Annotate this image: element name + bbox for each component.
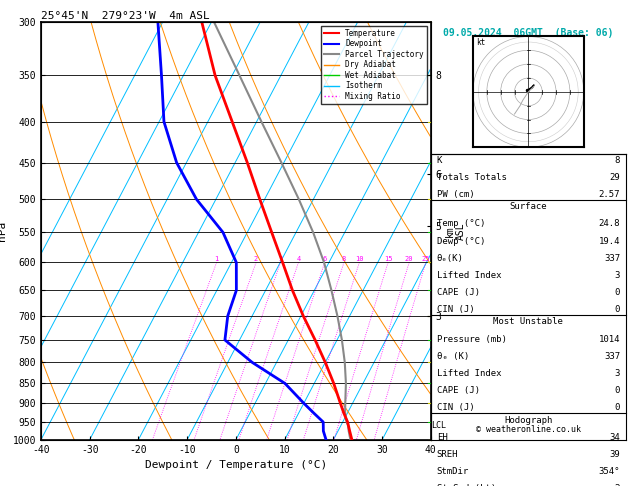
Text: StmSpd (kt): StmSpd (kt)	[437, 484, 496, 486]
Text: PW (cm): PW (cm)	[437, 190, 474, 199]
Legend: Temperature, Dewpoint, Parcel Trajectory, Dry Adiabat, Wet Adiabat, Isotherm, Mi: Temperature, Dewpoint, Parcel Trajectory…	[321, 26, 427, 104]
Text: Lifted Index: Lifted Index	[437, 271, 501, 280]
Text: 2: 2	[615, 484, 620, 486]
Text: 29: 29	[610, 173, 620, 182]
Text: © weatheronline.co.uk: © weatheronline.co.uk	[476, 425, 581, 434]
Text: 24.8: 24.8	[599, 219, 620, 228]
Text: 19.4: 19.4	[599, 237, 620, 245]
Text: 1014: 1014	[599, 334, 620, 344]
Text: 2.57: 2.57	[599, 190, 620, 199]
Text: 15: 15	[384, 257, 392, 262]
Text: 337: 337	[604, 254, 620, 262]
Text: CIN (J): CIN (J)	[437, 305, 474, 314]
Text: CAPE (J): CAPE (J)	[437, 386, 480, 395]
Text: 10: 10	[355, 257, 364, 262]
Text: 3: 3	[279, 257, 282, 262]
Text: θₑ (K): θₑ (K)	[437, 352, 469, 361]
Text: 3: 3	[615, 271, 620, 280]
Text: Hodograph: Hodograph	[504, 416, 552, 424]
Text: Surface: Surface	[509, 202, 547, 211]
Text: 354°: 354°	[599, 467, 620, 476]
Text: 20: 20	[405, 257, 413, 262]
Text: LCL: LCL	[431, 421, 446, 430]
Text: 0: 0	[615, 403, 620, 412]
Text: Dewp (°C): Dewp (°C)	[437, 237, 485, 245]
Y-axis label: km
ASL: km ASL	[444, 222, 466, 240]
Text: 2: 2	[254, 257, 258, 262]
Text: 0: 0	[615, 305, 620, 314]
Text: 3: 3	[615, 369, 620, 378]
Text: 39: 39	[610, 450, 620, 459]
Text: Temp (°C): Temp (°C)	[437, 219, 485, 228]
Text: Pressure (mb): Pressure (mb)	[437, 334, 506, 344]
Text: CAPE (J): CAPE (J)	[437, 288, 480, 297]
Text: EH: EH	[437, 433, 447, 442]
Text: StmDir: StmDir	[437, 467, 469, 476]
Text: K: K	[437, 156, 442, 165]
Text: 09.05.2024  06GMT  (Base: 06): 09.05.2024 06GMT (Base: 06)	[443, 28, 613, 38]
Text: 1: 1	[214, 257, 219, 262]
Text: 25°45'N  279°23'W  4m ASL: 25°45'N 279°23'W 4m ASL	[41, 11, 209, 21]
X-axis label: Dewpoint / Temperature (°C): Dewpoint / Temperature (°C)	[145, 460, 327, 470]
Text: Most Unstable: Most Unstable	[493, 317, 564, 327]
Text: 8: 8	[342, 257, 346, 262]
Text: 337: 337	[604, 352, 620, 361]
Text: CIN (J): CIN (J)	[437, 403, 474, 412]
Y-axis label: hPa: hPa	[0, 221, 7, 241]
Text: 34: 34	[610, 433, 620, 442]
Text: 6: 6	[323, 257, 327, 262]
Text: θₑ(K): θₑ(K)	[437, 254, 464, 262]
Text: 0: 0	[615, 386, 620, 395]
Text: Lifted Index: Lifted Index	[437, 369, 501, 378]
Text: 4: 4	[296, 257, 301, 262]
Text: SREH: SREH	[437, 450, 458, 459]
Text: Totals Totals: Totals Totals	[437, 173, 506, 182]
Text: 25: 25	[421, 257, 430, 262]
Text: 0: 0	[615, 288, 620, 297]
Text: 8: 8	[615, 156, 620, 165]
